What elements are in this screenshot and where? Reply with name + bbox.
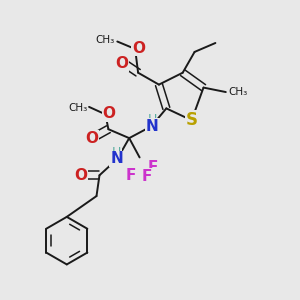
- Text: O: O: [132, 40, 145, 56]
- Text: N: N: [146, 119, 159, 134]
- Text: O: O: [74, 168, 88, 183]
- Text: F: F: [125, 168, 136, 183]
- Text: CH₃: CH₃: [229, 87, 248, 97]
- Text: O: O: [115, 56, 128, 71]
- Text: H: H: [112, 146, 122, 159]
- Text: CH₃: CH₃: [96, 35, 115, 45]
- Text: O: O: [103, 106, 116, 121]
- Text: S: S: [186, 111, 198, 129]
- Text: N: N: [110, 152, 123, 166]
- Text: CH₃: CH₃: [68, 103, 87, 113]
- Text: F: F: [142, 169, 152, 184]
- Text: H: H: [148, 113, 157, 126]
- Text: F: F: [148, 160, 158, 175]
- Text: O: O: [85, 130, 98, 146]
